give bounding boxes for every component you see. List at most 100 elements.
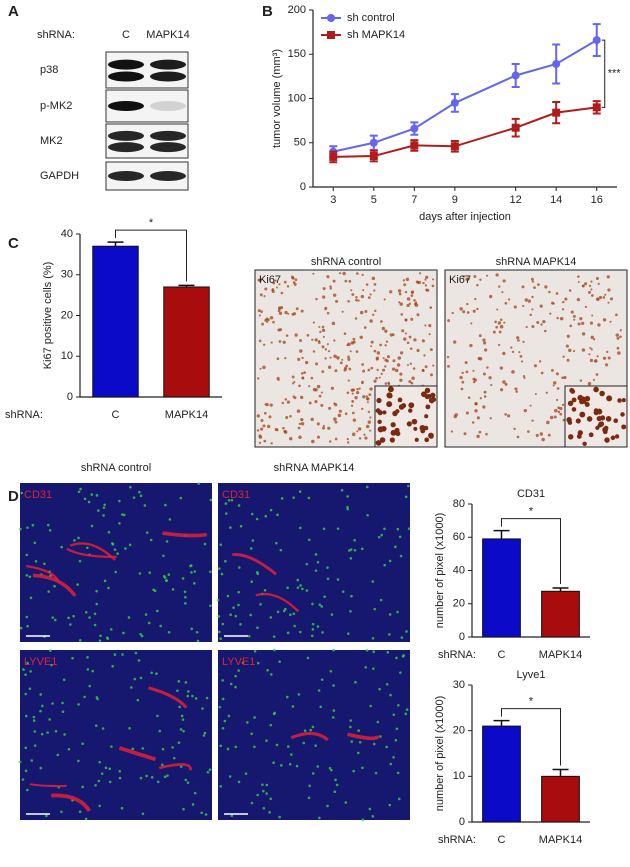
marker [592,36,601,45]
nucleus [269,616,273,619]
nucleus [237,669,240,672]
nucleus [405,630,408,633]
nucleus [272,635,276,638]
nucleus [292,496,295,499]
blot-band [108,130,144,141]
nucleus [209,604,212,608]
nucleus [482,405,486,409]
nucleus [285,334,289,337]
nucleus [265,317,269,321]
nucleus [53,584,56,588]
nucleus [309,728,312,732]
nucleus [298,490,302,493]
nucleus [296,409,301,413]
y-tick-label: 0 [67,391,73,403]
y-tick-label: 10 [61,350,73,362]
nucleus [513,305,517,309]
nucleus [400,313,404,316]
nucleus [350,289,353,292]
nucleus [72,614,75,618]
nucleus [299,584,302,587]
nucleus [81,785,84,789]
nucleus [392,359,396,363]
nucleus [97,509,100,512]
significance-bracket [501,518,561,584]
nucleus [598,295,603,300]
nucleus [118,769,122,773]
nucleus [398,301,401,304]
nucleus [177,680,181,683]
nucleus [357,427,362,431]
nucleus [589,346,592,349]
nucleus [365,424,370,429]
nucleus [303,729,307,732]
nucleus [121,513,124,516]
nucleus [320,391,323,394]
nucleus [529,313,533,317]
nucleus [486,366,489,369]
nucleus [182,807,185,811]
nucleus [404,290,408,294]
blot-band [108,71,144,82]
nucleus [595,277,599,281]
nucleus [361,766,364,770]
marker [369,138,378,147]
nucleus [333,417,337,421]
nucleus [390,422,396,428]
nucleus [602,356,607,360]
nucleus [192,582,196,585]
blot-band [108,59,144,70]
nucleus [47,590,50,593]
nucleus [353,538,356,542]
nucleus [237,590,240,594]
nucleus [559,412,563,416]
nucleus [531,324,535,329]
nucleus [501,291,504,294]
nucleus [564,297,568,301]
nucleus [365,283,369,286]
nucleus [179,728,183,731]
nucleus [538,360,542,363]
nucleus [466,302,469,306]
nucleus [167,573,171,576]
nucleus [250,512,254,516]
nucleus [478,334,482,338]
nucleus [525,325,528,329]
nucleus [256,429,260,432]
nucleus [340,488,344,492]
nucleus [330,386,334,390]
nucleus [171,746,174,749]
nucleus [272,281,276,285]
nucleus [499,318,503,322]
nucleus [138,490,141,494]
nucleus [250,580,253,584]
y-tick-label: 80 [453,498,465,510]
nucleus [328,766,332,770]
nucleus [220,572,224,576]
nucleus [397,356,402,360]
nucleus [265,783,269,787]
nucleus [324,306,328,310]
marker [329,152,338,161]
nucleus [283,430,288,434]
nucleus [266,668,269,672]
nucleus [507,298,511,301]
y-tick-label: 0 [459,631,465,643]
nucleus [392,755,395,759]
nucleus [617,398,622,403]
nucleus [78,559,82,563]
nucleus [527,299,532,303]
nucleus [566,334,570,338]
nucleus [404,712,408,716]
nucleus [579,379,583,382]
stain-label: Ki67 [449,274,471,286]
nucleus [183,590,187,594]
nucleus [289,436,293,441]
nucleus [149,538,153,542]
nucleus [365,485,369,489]
nucleus [79,487,82,491]
nucleus [127,616,131,619]
stain-label: LYVE1 [222,656,255,668]
nucleus [180,714,184,718]
